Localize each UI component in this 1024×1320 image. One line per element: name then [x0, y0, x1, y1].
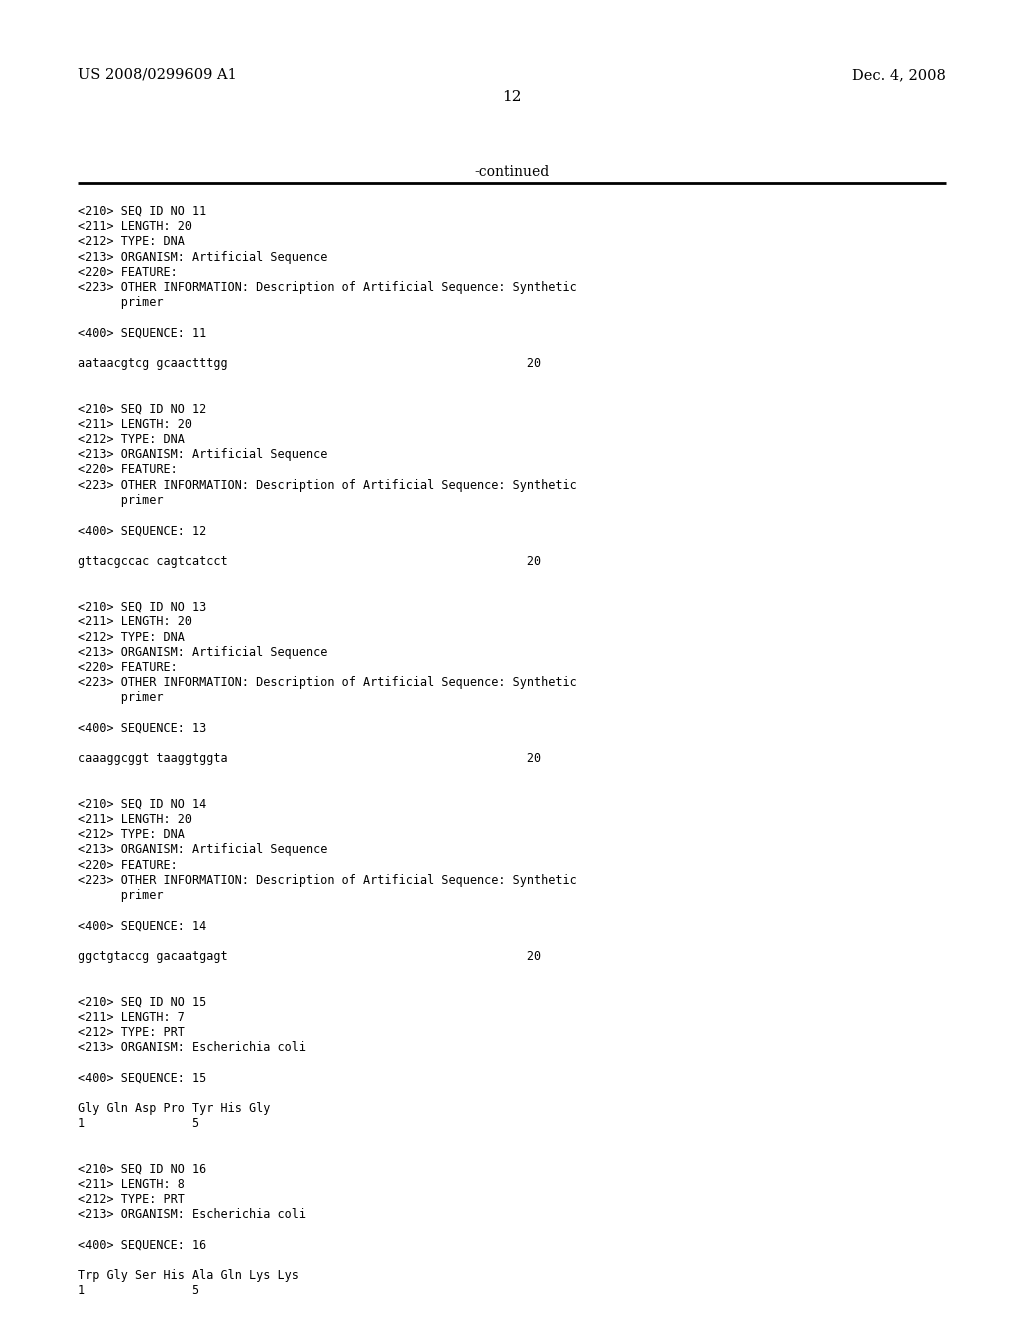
Text: 12: 12	[502, 90, 522, 104]
Text: <220> FEATURE:: <220> FEATURE:	[78, 661, 178, 675]
Text: <400> SEQUENCE: 11: <400> SEQUENCE: 11	[78, 326, 206, 339]
Text: <223> OTHER INFORMATION: Description of Artificial Sequence: Synthetic: <223> OTHER INFORMATION: Description of …	[78, 676, 577, 689]
Text: <213> ORGANISM: Artificial Sequence: <213> ORGANISM: Artificial Sequence	[78, 251, 328, 264]
Text: <211> LENGTH: 20: <211> LENGTH: 20	[78, 220, 193, 234]
Text: <400> SEQUENCE: 14: <400> SEQUENCE: 14	[78, 920, 206, 932]
Text: <211> LENGTH: 20: <211> LENGTH: 20	[78, 813, 193, 826]
Text: <400> SEQUENCE: 15: <400> SEQUENCE: 15	[78, 1072, 206, 1085]
Text: caaaggcggt taaggtggta                                          20: caaaggcggt taaggtggta 20	[78, 752, 541, 766]
Text: primer: primer	[78, 888, 164, 902]
Text: gttacgccac cagtcatcct                                          20: gttacgccac cagtcatcct 20	[78, 554, 541, 568]
Text: <212> TYPE: DNA: <212> TYPE: DNA	[78, 828, 185, 841]
Text: <210> SEQ ID NO 16: <210> SEQ ID NO 16	[78, 1163, 206, 1176]
Text: <212> TYPE: PRT: <212> TYPE: PRT	[78, 1026, 185, 1039]
Text: <213> ORGANISM: Escherichia coli: <213> ORGANISM: Escherichia coli	[78, 1208, 306, 1221]
Text: <211> LENGTH: 20: <211> LENGTH: 20	[78, 418, 193, 430]
Text: <210> SEQ ID NO 13: <210> SEQ ID NO 13	[78, 601, 206, 614]
Text: 1               5: 1 5	[78, 1284, 199, 1298]
Text: <400> SEQUENCE: 13: <400> SEQUENCE: 13	[78, 722, 206, 735]
Text: <400> SEQUENCE: 12: <400> SEQUENCE: 12	[78, 524, 206, 537]
Text: <223> OTHER INFORMATION: Description of Artificial Sequence: Synthetic: <223> OTHER INFORMATION: Description of …	[78, 281, 577, 294]
Text: 1               5: 1 5	[78, 1117, 199, 1130]
Text: <213> ORGANISM: Escherichia coli: <213> ORGANISM: Escherichia coli	[78, 1041, 306, 1053]
Text: <220> FEATURE:: <220> FEATURE:	[78, 265, 178, 279]
Text: ggctgtaccg gacaatgagt                                          20: ggctgtaccg gacaatgagt 20	[78, 950, 541, 962]
Text: <223> OTHER INFORMATION: Description of Artificial Sequence: Synthetic: <223> OTHER INFORMATION: Description of …	[78, 479, 577, 491]
Text: <211> LENGTH: 8: <211> LENGTH: 8	[78, 1177, 185, 1191]
Text: -continued: -continued	[474, 165, 550, 180]
Text: <210> SEQ ID NO 12: <210> SEQ ID NO 12	[78, 403, 206, 416]
Text: aataacgtcg gcaactttgg                                          20: aataacgtcg gcaactttgg 20	[78, 356, 541, 370]
Text: <223> OTHER INFORMATION: Description of Artificial Sequence: Synthetic: <223> OTHER INFORMATION: Description of …	[78, 874, 577, 887]
Text: <213> ORGANISM: Artificial Sequence: <213> ORGANISM: Artificial Sequence	[78, 449, 328, 461]
Text: primer: primer	[78, 692, 164, 705]
Text: <210> SEQ ID NO 14: <210> SEQ ID NO 14	[78, 797, 206, 810]
Text: <400> SEQUENCE: 16: <400> SEQUENCE: 16	[78, 1238, 206, 1251]
Text: <212> TYPE: DNA: <212> TYPE: DNA	[78, 433, 185, 446]
Text: Trp Gly Ser His Ala Gln Lys Lys: Trp Gly Ser His Ala Gln Lys Lys	[78, 1269, 299, 1282]
Text: <213> ORGANISM: Artificial Sequence: <213> ORGANISM: Artificial Sequence	[78, 843, 328, 857]
Text: Gly Gln Asp Pro Tyr His Gly: Gly Gln Asp Pro Tyr His Gly	[78, 1102, 270, 1115]
Text: <212> TYPE: DNA: <212> TYPE: DNA	[78, 235, 185, 248]
Text: <211> LENGTH: 20: <211> LENGTH: 20	[78, 615, 193, 628]
Text: <212> TYPE: PRT: <212> TYPE: PRT	[78, 1193, 185, 1206]
Text: primer: primer	[78, 494, 164, 507]
Text: primer: primer	[78, 296, 164, 309]
Text: <210> SEQ ID NO 11: <210> SEQ ID NO 11	[78, 205, 206, 218]
Text: <220> FEATURE:: <220> FEATURE:	[78, 463, 178, 477]
Text: <211> LENGTH: 7: <211> LENGTH: 7	[78, 1011, 185, 1023]
Text: <213> ORGANISM: Artificial Sequence: <213> ORGANISM: Artificial Sequence	[78, 645, 328, 659]
Text: <212> TYPE: DNA: <212> TYPE: DNA	[78, 631, 185, 644]
Text: <220> FEATURE:: <220> FEATURE:	[78, 858, 178, 871]
Text: Dec. 4, 2008: Dec. 4, 2008	[852, 69, 946, 82]
Text: US 2008/0299609 A1: US 2008/0299609 A1	[78, 69, 237, 82]
Text: <210> SEQ ID NO 15: <210> SEQ ID NO 15	[78, 995, 206, 1008]
